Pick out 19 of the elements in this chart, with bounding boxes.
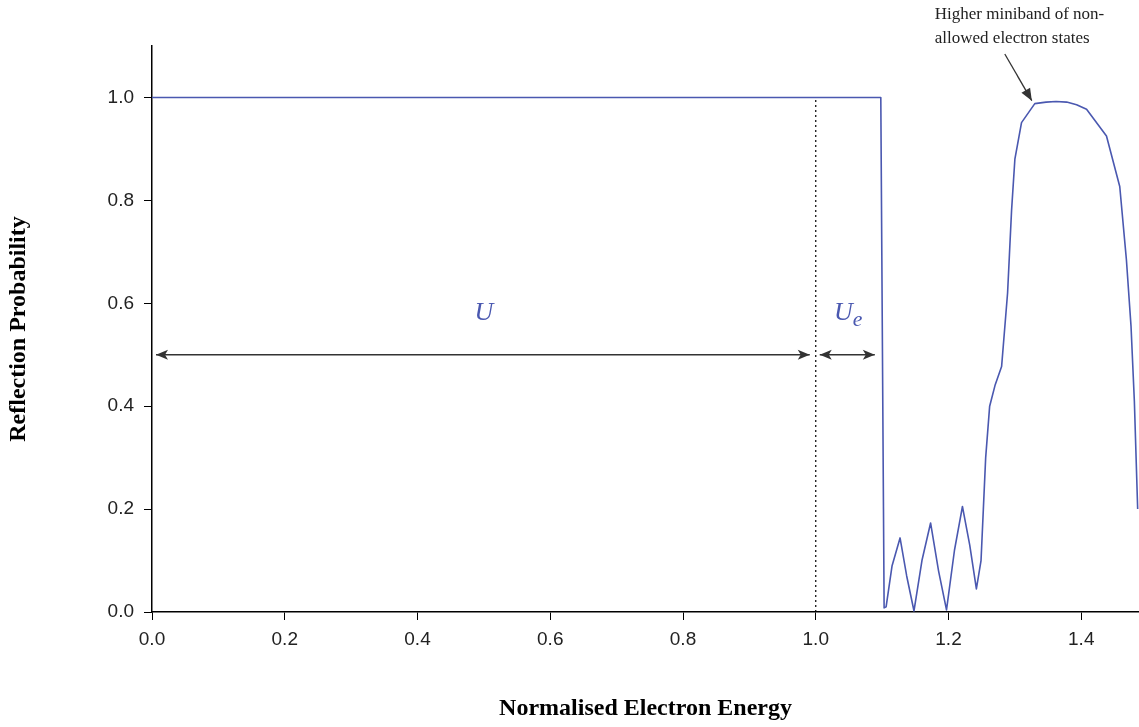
- y-tick-label: 0.0: [107, 600, 134, 622]
- y-tick-label: 0.8: [107, 188, 134, 210]
- annotation: Higher miniband of non-allowed electron states: [934, 3, 1106, 49]
- y-axis-title: Reflection Probability: [3, 216, 30, 442]
- x-tick-label: 0.8: [669, 627, 697, 649]
- x-tick-label: 0.4: [404, 627, 432, 649]
- y-tick-label: 0.2: [107, 497, 134, 519]
- y-tick-label: 1.0: [107, 85, 134, 107]
- x-tick-label: 0.2: [271, 627, 298, 649]
- x-tick-label: 1.2: [935, 627, 962, 649]
- annotation: U: [474, 296, 494, 327]
- x-axis-title: Normalised Electron Energy: [499, 693, 792, 720]
- x-tick-label: 1.4: [1068, 627, 1095, 649]
- annotation: U$_{e}$: [834, 296, 863, 332]
- x-tick-label: 1.0: [802, 627, 829, 649]
- y-tick-label: 0.4: [107, 394, 135, 416]
- x-tick-label: 0.6: [537, 627, 564, 649]
- y-tick-label: 0.6: [107, 291, 134, 313]
- x-tick-label: 0.0: [138, 627, 166, 649]
